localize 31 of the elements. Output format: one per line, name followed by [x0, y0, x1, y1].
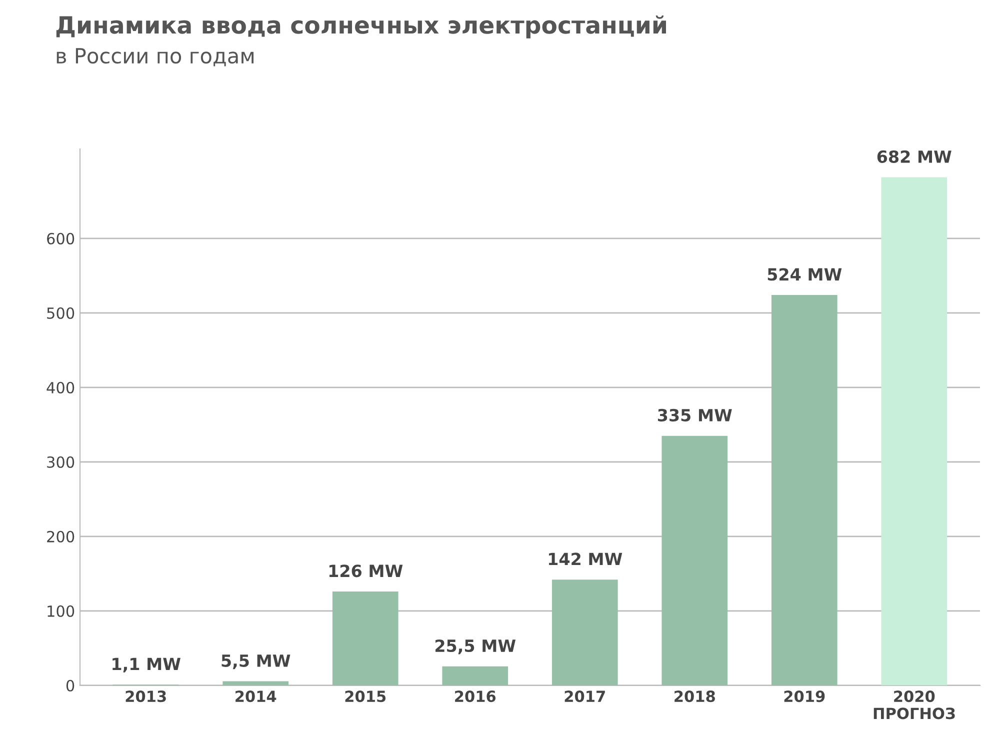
bar — [662, 436, 728, 686]
x-tick-label: 2015 — [345, 690, 386, 702]
y-tick-label: 400 — [46, 382, 74, 394]
x-tick-label: 2019 — [784, 690, 825, 702]
data-label: 1,1 MW — [112, 658, 180, 672]
chart-subtitle: в России по годам — [56, 48, 254, 66]
data-label: 126 MW — [329, 564, 403, 578]
bar — [552, 580, 618, 686]
data-label: 142 MW — [548, 552, 622, 566]
y-tick-label: 200 — [47, 530, 74, 542]
bar — [332, 592, 398, 686]
x-tick-label: 2018 — [674, 690, 715, 702]
y-tick-label: 500 — [47, 307, 74, 319]
data-label: 524 MW — [768, 268, 842, 281]
y-tick-label: 300 — [47, 456, 74, 468]
y-tick-label: 100 — [48, 605, 74, 617]
x-tick-label: 2017 — [564, 690, 605, 702]
chart-title: Динамика ввода солнечных электростанций — [56, 15, 666, 38]
data-label: 682 MW — [877, 150, 952, 163]
x-tick-label: 2014 — [236, 690, 276, 702]
bar — [881, 177, 948, 686]
y-tick-label: 600 — [47, 232, 74, 244]
x-tick-label: 2020 ПРОГНОЗ — [874, 690, 955, 720]
data-label: 5,5 MW — [222, 654, 290, 670]
data-label: 25,5 MW — [435, 639, 516, 654]
x-tick-label: 2016 — [455, 690, 496, 702]
bar — [442, 666, 508, 686]
x-tick-label: 2013 — [126, 690, 166, 702]
y-tick-label: 0 — [66, 680, 74, 692]
bar — [771, 295, 838, 686]
data-label: 335 MW — [658, 408, 732, 422]
